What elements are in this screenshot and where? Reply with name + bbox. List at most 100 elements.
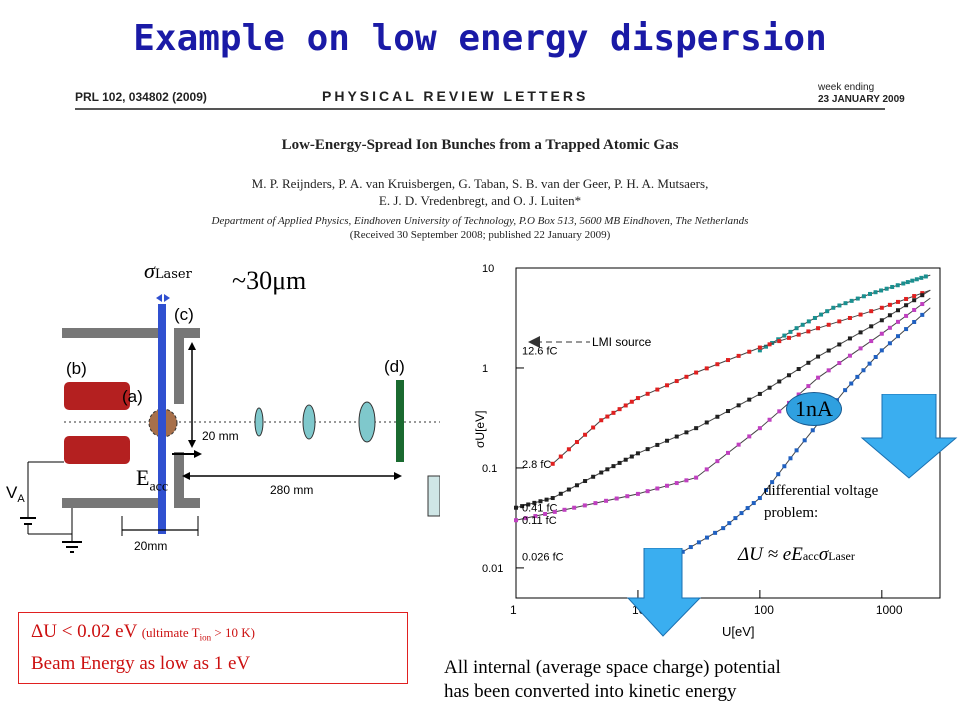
series-point-4 [855, 374, 860, 379]
series-point-2 [526, 502, 531, 507]
series-point-2 [726, 409, 730, 414]
journal-name: PHYSICAL REVIEW LETTERS [322, 88, 589, 104]
series-point-4 [887, 341, 892, 346]
series-point-2 [566, 487, 571, 492]
series-point-1 [550, 461, 555, 466]
series-point-0 [855, 296, 860, 301]
series-point-4 [713, 530, 718, 535]
series-point-4 [776, 472, 781, 477]
series-point-2 [826, 348, 831, 353]
eacc-sub: acc [149, 479, 169, 495]
series-point-2 [837, 342, 842, 347]
formula-acc: acc [802, 549, 819, 563]
lens-3 [358, 401, 376, 443]
series-point-3 [747, 434, 752, 439]
series-point-2 [786, 373, 791, 378]
y-tick-label-0: 0.01 [482, 563, 503, 575]
series-point-1 [747, 349, 752, 354]
series-point-1 [879, 305, 884, 310]
lens-1 [254, 407, 264, 437]
series-point-4 [704, 535, 709, 540]
series-label-4: 0.026 fC [522, 552, 564, 564]
series-point-3 [887, 325, 892, 330]
series-point-2 [514, 505, 518, 510]
series-point-3 [694, 475, 699, 480]
width-label: 20mm [134, 539, 167, 553]
down-arrow-left [626, 548, 702, 637]
week-ending: week ending 23 JANUARY 2009 [818, 82, 905, 106]
series-point-0 [794, 326, 799, 331]
series-point-4 [788, 456, 793, 461]
series-point-1 [816, 326, 821, 331]
series-point-2 [806, 360, 811, 365]
series-point-3 [674, 481, 679, 486]
series-point-0 [837, 303, 842, 308]
series-point-3 [777, 409, 782, 414]
down-arrow-left-shape [626, 548, 702, 637]
coil-bottom [64, 436, 130, 464]
series-point-1 [736, 353, 741, 358]
series-point-4 [721, 526, 726, 531]
series-point-3 [572, 505, 577, 510]
paper-reference: PRL 102, 034802 (2009) [75, 90, 207, 104]
series-point-2 [629, 454, 634, 459]
series-label-1: 2.8 fC [522, 459, 551, 471]
series-point-4 [802, 438, 807, 443]
ultimate-b: > 10 K) [211, 625, 255, 640]
series-point-3 [726, 450, 730, 455]
series-point-2 [777, 379, 782, 384]
lmi-arrowhead [528, 336, 540, 348]
series-point-2 [847, 336, 852, 341]
series-label-2: 0.41 fC [522, 503, 558, 515]
series-point-2 [655, 442, 660, 447]
series-point-0 [788, 329, 793, 334]
series-point-2 [715, 414, 720, 419]
sigma-value: ~30μm [232, 266, 307, 295]
sigma-laser-label: σLaser [144, 258, 192, 284]
series-point-2 [912, 298, 917, 303]
field-arrowhead [194, 450, 202, 458]
series-point-3 [736, 442, 741, 447]
series-point-2 [617, 460, 622, 465]
series-point-1 [920, 291, 925, 296]
series-point-0 [800, 322, 805, 327]
series-point-0 [812, 315, 817, 320]
series-point-4 [895, 334, 900, 339]
series-point-0 [873, 290, 878, 295]
series-point-0 [905, 280, 910, 285]
series-point-1 [574, 440, 579, 445]
series-point-2 [665, 438, 670, 443]
series-point-2 [635, 451, 640, 456]
conclusion-text: All internal (average space charge) pote… [444, 656, 914, 704]
series-point-2 [605, 467, 610, 472]
series-point-3 [806, 384, 811, 389]
series-point-3 [904, 313, 909, 318]
series-point-4 [688, 545, 693, 550]
series-point-1 [655, 387, 660, 392]
series-point-2 [574, 483, 579, 488]
series-point-2 [858, 330, 863, 335]
series-point-2 [747, 397, 752, 402]
series-point-2 [904, 303, 909, 308]
ultimate-sub: ion [199, 632, 212, 643]
series-point-3 [767, 417, 772, 422]
series-point-2 [645, 447, 650, 452]
series-point-0 [901, 281, 906, 286]
sigma-width-arrow [156, 294, 170, 302]
series-point-2 [796, 367, 801, 372]
y-tick-label-2: 1 [482, 363, 488, 375]
gap-label: 20 mm [202, 429, 239, 443]
series-point-1 [694, 370, 699, 375]
series-point-1 [674, 379, 679, 384]
electrode-top-right [174, 328, 200, 404]
series-point-3 [655, 486, 660, 491]
y-tick-label-3: 10 [482, 263, 494, 275]
series-point-0 [923, 274, 928, 279]
paper-title: Low-Energy-Spread Ion Bunches from a Tra… [281, 137, 679, 153]
series-point-0 [890, 284, 895, 289]
series-point-0 [763, 344, 768, 349]
series-point-4 [873, 354, 878, 359]
series-point-3 [533, 514, 538, 519]
series-point-4 [745, 506, 750, 511]
series-point-4 [867, 361, 872, 366]
